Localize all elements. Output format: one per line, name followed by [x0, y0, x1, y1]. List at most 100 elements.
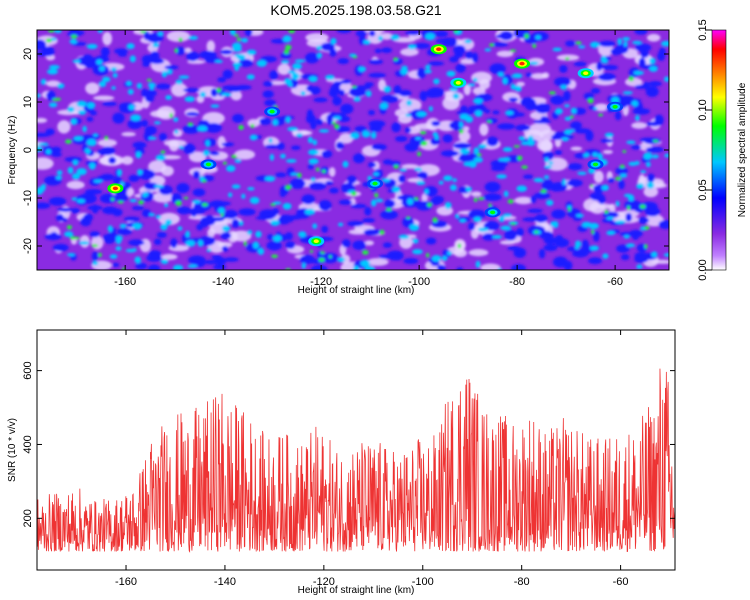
heatmap-blob [340, 103, 354, 114]
heatmap-blob [69, 236, 77, 240]
heatmap-blob [496, 174, 507, 179]
colorbar-gradient [712, 30, 726, 270]
heatmap-blob [604, 209, 609, 214]
heatmap-blob [308, 181, 327, 191]
heatmap-blob [569, 115, 574, 119]
heatmap-blob [349, 132, 360, 140]
heatmap-blob [648, 81, 662, 87]
heatmap-blob [318, 129, 330, 133]
heatmap-blob [614, 176, 622, 181]
heatmap-blob [431, 120, 441, 127]
snr-panel: -160 -140 -120 -100 -80 -60 200 400 600 Height o… [7, 329, 676, 596]
heatmap-blob [484, 48, 492, 52]
heatmap-blob [412, 238, 419, 244]
heatmap-blob [354, 125, 367, 133]
heatmap-blob [96, 59, 103, 65]
heatmap-blob [110, 197, 115, 202]
heatmap-low-patch [277, 63, 291, 75]
heatmap-low-patch [158, 212, 180, 226]
heatmap-blob [561, 137, 569, 142]
heatmap-blob [472, 77, 478, 83]
heatmap-blob [196, 223, 204, 231]
heatmap-blob [416, 111, 428, 117]
heatmap-blob [395, 252, 402, 261]
heatmap-blob [575, 41, 582, 45]
heatmap-x-tick-label: -120 [310, 276, 332, 288]
heatmap-peak-center [269, 109, 275, 114]
snr-axes: -160 -140 -120 -100 -80 -60 200 400 600 [22, 330, 675, 588]
heatmap-blob [566, 179, 583, 187]
heatmap-blob [131, 205, 145, 211]
heatmap-blob [539, 248, 546, 259]
heatmap-blob [263, 80, 274, 87]
snr-frame [36, 329, 676, 571]
heatmap-blob [363, 39, 371, 45]
heatmap-blob [651, 154, 659, 159]
heatmap-blob [368, 59, 384, 65]
heatmap-blob [644, 244, 648, 249]
heatmap-low-patch [37, 157, 54, 170]
heatmap-blob [371, 143, 387, 151]
heatmap-blob [238, 124, 244, 130]
heatmap-low-patch [542, 72, 550, 79]
heatmap-blob [568, 129, 575, 133]
heatmap-blob [291, 72, 300, 80]
heatmap-blob [175, 46, 186, 56]
heatmap-blob [129, 55, 136, 63]
heatmap-blob [389, 160, 401, 166]
heatmap-blob [153, 238, 162, 245]
heatmap-blob [126, 80, 132, 86]
heatmap-blob [412, 249, 423, 255]
heatmap-blob [455, 63, 466, 73]
heatmap-blob [427, 61, 445, 66]
heatmap-blob [430, 138, 440, 146]
heatmap-low-patch [230, 90, 242, 101]
heatmap-blob [524, 100, 537, 111]
heatmap-blob [269, 153, 275, 161]
heatmap-blob [534, 214, 548, 223]
heatmap-blob [498, 157, 504, 162]
heatmap-blob [220, 49, 233, 55]
heatmap-blob [210, 104, 220, 108]
heatmap-blob [338, 199, 353, 205]
heatmap-blob [434, 30, 449, 38]
heatmap-low-patch [380, 32, 393, 40]
heatmap-blob [155, 214, 162, 220]
heatmap-blob [110, 67, 118, 72]
heatmap-blob [138, 200, 144, 205]
heatmap-blob [360, 259, 371, 267]
heatmap-blob [425, 237, 437, 245]
heatmap-blob [105, 232, 120, 242]
heatmap-blob [45, 149, 52, 155]
heatmap-blob [69, 39, 78, 44]
heatmap-blob [220, 232, 232, 240]
heatmap-blob [264, 175, 276, 182]
heatmap-blob [428, 105, 433, 112]
heatmap-blob [473, 98, 484, 104]
heatmap-blob [89, 110, 97, 116]
snr-series-line [37, 368, 675, 553]
heatmap-blob [50, 146, 62, 154]
heatmap-blob [318, 257, 325, 263]
heatmap-blob [309, 86, 321, 95]
snr-xlabel: Height of straight line (km) [298, 585, 415, 596]
heatmap-blob [283, 49, 290, 55]
heatmap-blob [66, 225, 72, 230]
heatmap-blob [593, 230, 600, 242]
heatmap-blob [202, 149, 210, 157]
heatmap-blob [203, 215, 216, 226]
heatmap-blob [643, 152, 653, 160]
heatmap-blob [183, 196, 189, 200]
heatmap-blob [471, 52, 479, 63]
heatmap-blob [460, 105, 468, 112]
heatmap-blob [282, 202, 292, 210]
heatmap-blob [288, 30, 296, 34]
colorbar: 0.00 0.05 0.10 0.15 Normalized spectral amp… [697, 19, 748, 280]
heatmap-blob [199, 91, 206, 98]
heatmap-blob [591, 229, 595, 235]
heatmap-x-tick-label: -80 [509, 276, 525, 288]
heatmap-blob [197, 125, 208, 132]
heatmap-blob [590, 88, 601, 94]
